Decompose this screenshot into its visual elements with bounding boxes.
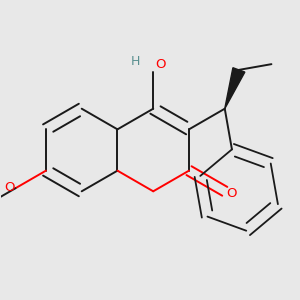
Text: O: O	[227, 187, 237, 200]
Text: O: O	[155, 58, 166, 71]
Polygon shape	[225, 68, 245, 109]
Text: H: H	[130, 56, 140, 68]
Text: O: O	[4, 182, 15, 194]
